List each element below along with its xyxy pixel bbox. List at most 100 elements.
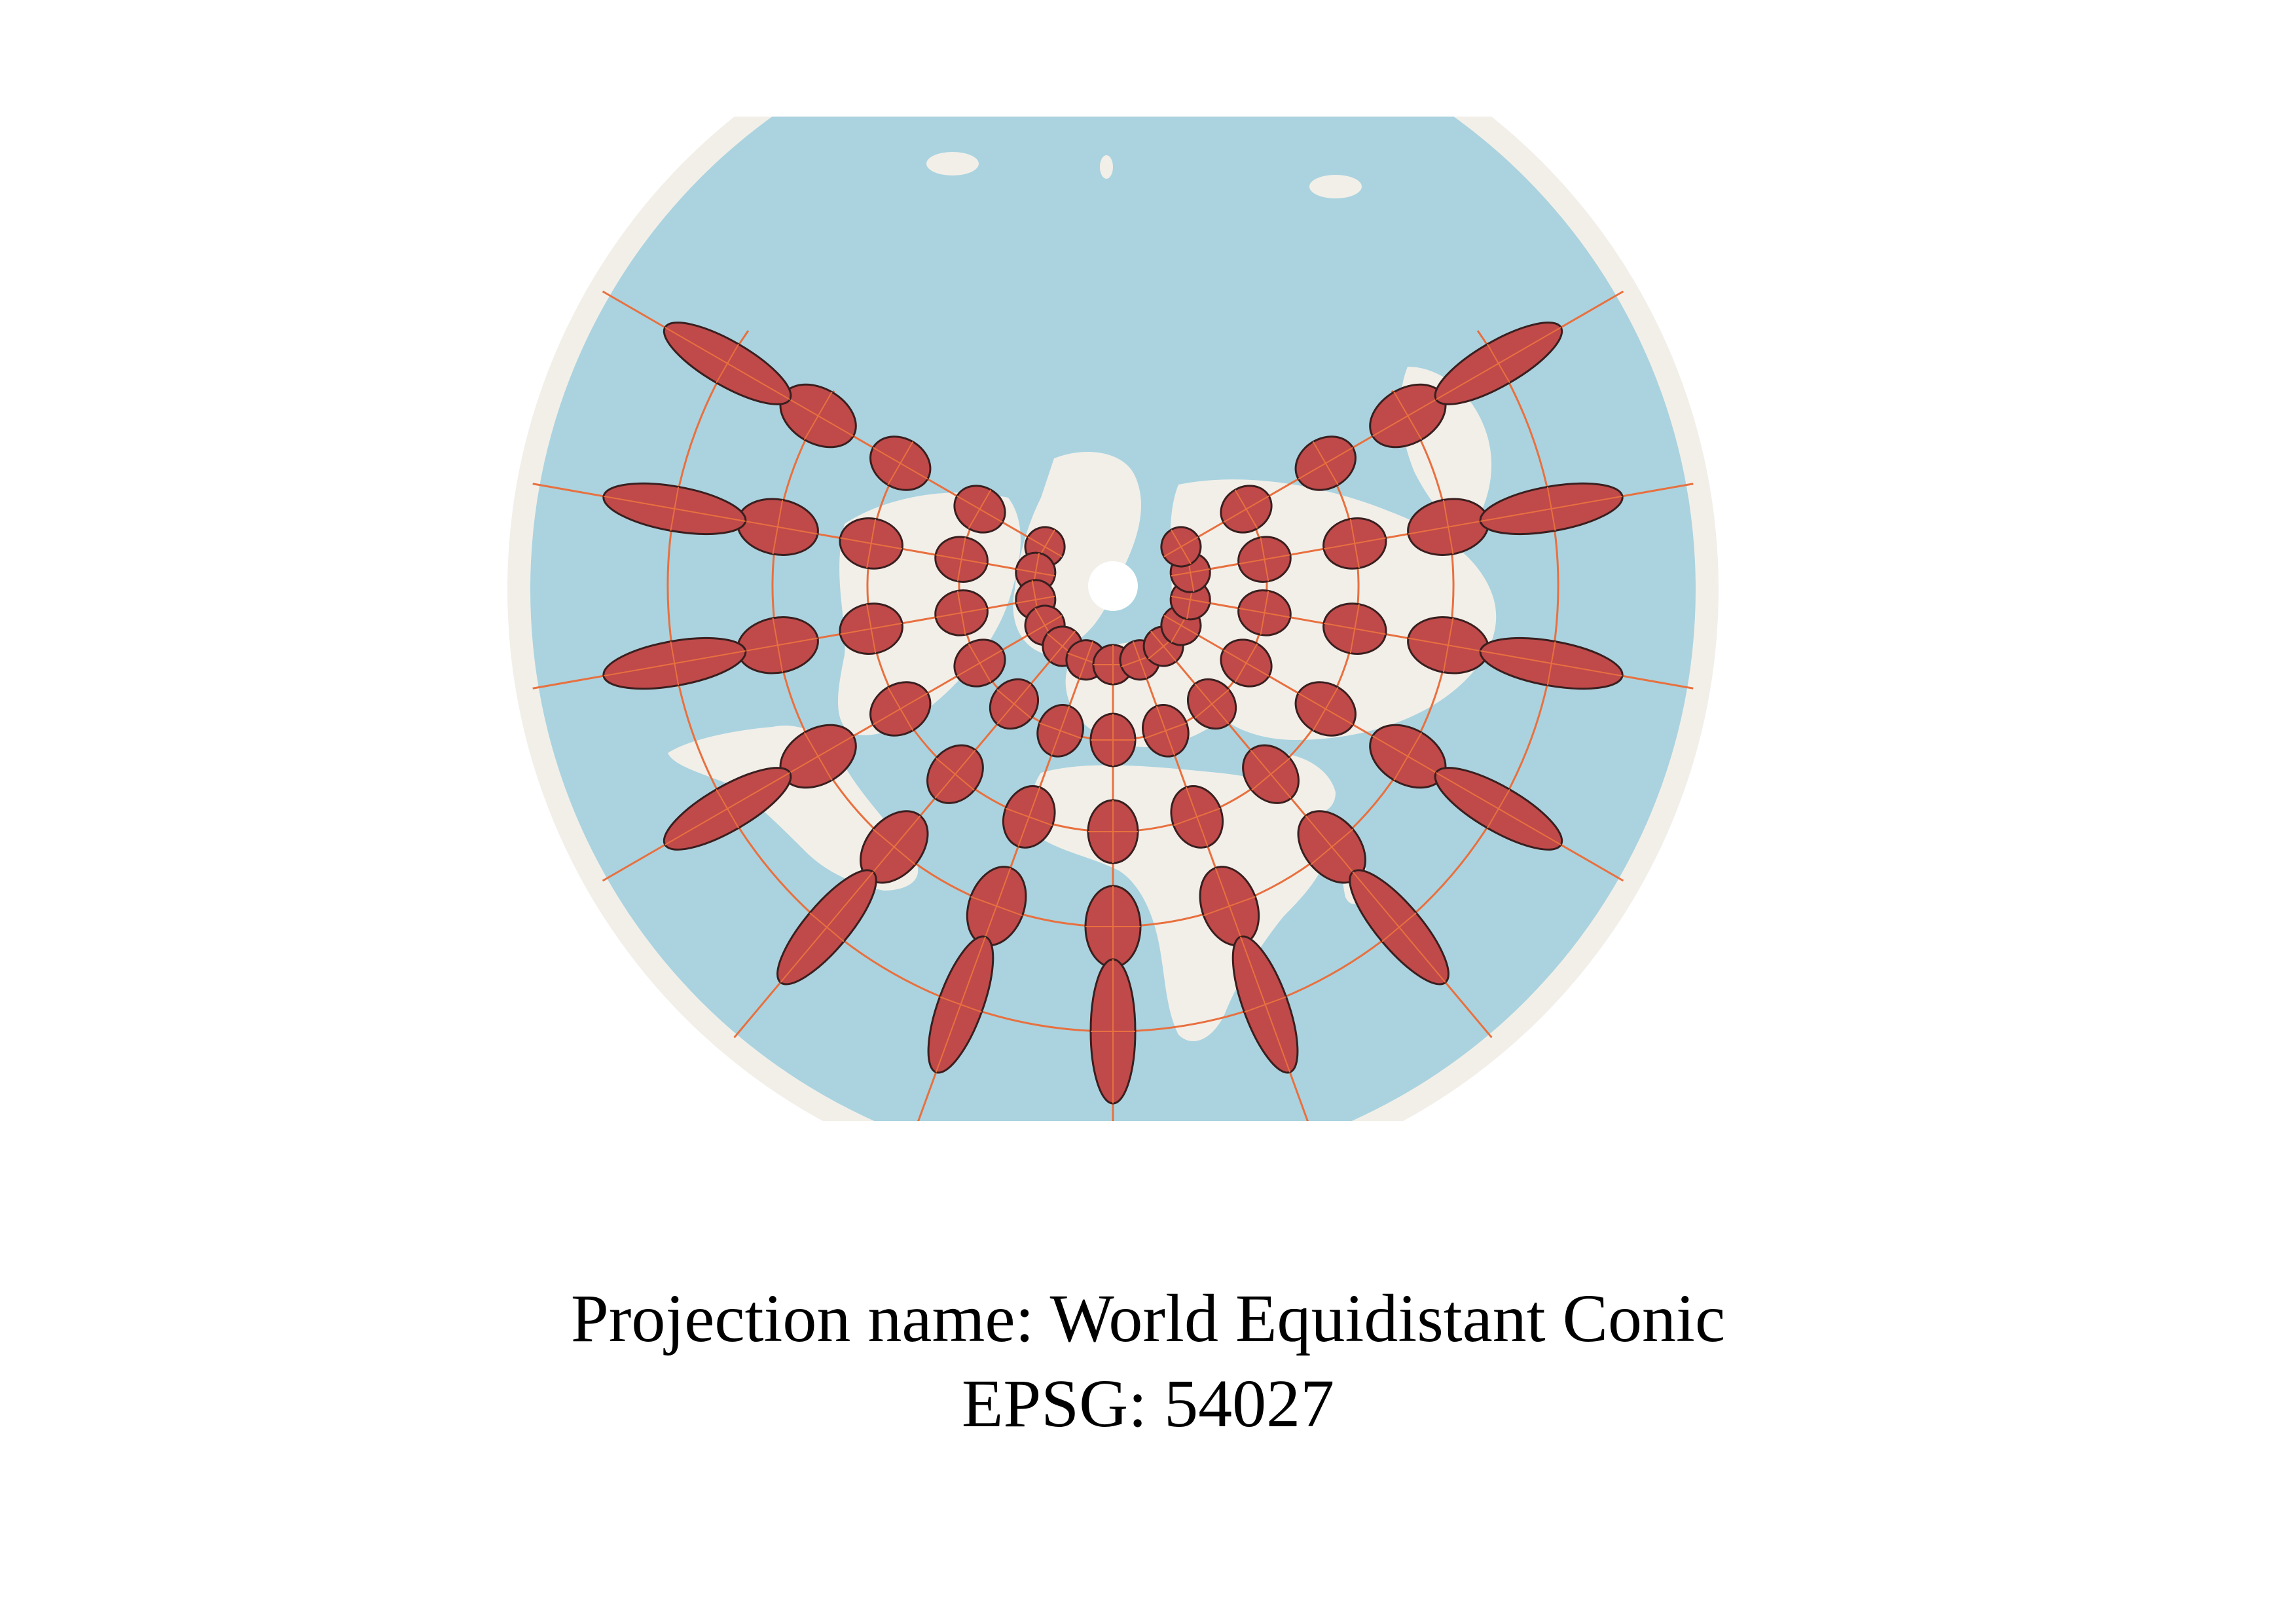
tissot-ellipse-icon — [1087, 799, 1139, 864]
tissot-axis-minor — [772, 618, 784, 673]
tissot-ellipse-icon — [602, 482, 747, 535]
tissot-ellipse-icon — [926, 744, 984, 804]
tissot-ellipse-icon — [1294, 681, 1357, 737]
tissot-axis-minor — [1244, 996, 1286, 1013]
tissot-ellipse-icon — [1160, 526, 1202, 568]
tissot-ellipse-icon — [1220, 638, 1273, 688]
tissot-ellipse-icon — [1407, 616, 1490, 674]
tissot-axis-minor — [887, 441, 914, 485]
tissot-ellipse-icon — [1237, 536, 1292, 583]
tissot-axis-minor — [1312, 687, 1339, 731]
tissot-ellipse-icon — [1242, 744, 1300, 804]
tissot-axis-minor — [1260, 591, 1269, 635]
tissot-axis-minor — [1442, 618, 1454, 673]
tissot-ellipse-icon — [1322, 517, 1387, 570]
tissot-axis-minor — [1393, 392, 1423, 440]
land-south-america — [668, 726, 919, 891]
tissot-axis-minor — [1381, 912, 1417, 942]
land-island-1 — [926, 152, 979, 175]
tissot-axis-minor — [872, 828, 916, 866]
tissot-axis-minor — [1173, 807, 1221, 826]
tissot-ellipse-icon — [1322, 602, 1387, 655]
tissot-axis-minor — [1203, 896, 1256, 916]
tissot-ellipse-icon — [1237, 589, 1292, 637]
tissot-axis-minor — [968, 489, 992, 529]
tissot-axis-minor — [1251, 758, 1290, 791]
tissot-ellipse-icon — [1084, 885, 1142, 969]
tissot-axis-minor — [1349, 519, 1360, 568]
tissot-axis-minor — [887, 687, 914, 731]
tissot-axis-minor — [866, 604, 877, 654]
tissot-ellipse-icon — [1434, 322, 1563, 405]
tissot-ellipse-icon — [934, 536, 989, 583]
tissot-ellipse-icon — [663, 322, 792, 405]
tissot-ellipse-icon — [1231, 935, 1299, 1074]
tissot-axis-minor — [1546, 487, 1556, 531]
tissot-ellipse-icon — [1089, 958, 1137, 1105]
tissot-axis-minor — [957, 591, 966, 635]
tissot-ellipse-icon — [1349, 869, 1449, 986]
tissot-ellipse-icon — [1297, 810, 1366, 884]
tissot-ellipse-icon — [1369, 724, 1447, 789]
tissot-ellipse-icon — [779, 383, 857, 449]
tissot-axis-minor — [996, 689, 1032, 719]
tissot-axis-minor — [670, 641, 680, 686]
tissot-axis-minor — [716, 344, 739, 383]
tissot-ellipse-icon — [869, 681, 932, 737]
tissot-axis-minor — [936, 758, 975, 791]
tissot-ellipse-icon — [839, 517, 903, 570]
tissot-axis-minor — [970, 896, 1023, 916]
tissot-axis-minor — [1005, 807, 1053, 826]
tissot-axis-minor — [1039, 722, 1082, 739]
tissot-axis-minor — [1349, 604, 1360, 654]
tissot-ellipse-icon — [869, 435, 932, 491]
projection-name-caption: Projection name: World Equidistant Conic — [570, 1281, 1726, 1356]
tissot-axis-minor — [803, 392, 833, 440]
tissot-axis-minor — [1393, 732, 1423, 781]
tissot-axis-minor — [968, 643, 992, 683]
tissot-ellipse-icon — [1434, 767, 1563, 851]
ocean — [530, 117, 1696, 1121]
tissot-ellipse-icon — [927, 935, 994, 1074]
tissot-axis-minor — [1234, 489, 1258, 529]
tissot-axis-minor — [1194, 689, 1230, 719]
land-island-2 — [1309, 175, 1362, 198]
tissot-axis-minor — [1171, 529, 1192, 564]
tissot-ellipse-icon — [1186, 678, 1237, 730]
tissot-axis-minor — [1312, 441, 1339, 485]
tissot-ellipse-icon — [1036, 703, 1084, 758]
tissot-axis-minor — [957, 537, 966, 581]
tissot-axis-minor — [716, 789, 739, 828]
tissot-axis-minor — [1310, 828, 1354, 866]
tissot-ellipse-icon — [1142, 703, 1190, 758]
tissot-ellipse-icon — [1002, 784, 1056, 849]
tissot-ellipse-icon — [1170, 784, 1224, 849]
land-island-3 — [1100, 155, 1113, 179]
tissot-ellipse-icon — [1220, 485, 1273, 534]
tissot-axis-minor — [1442, 500, 1454, 555]
tissot-axis-minor — [866, 519, 877, 568]
tissot-ellipse-icon — [839, 602, 903, 655]
tissot-ellipse-icon — [1479, 637, 1624, 690]
tissot-ellipse-icon — [989, 678, 1040, 730]
map-layers — [507, 117, 1719, 1121]
tissot-ellipse-icon — [776, 869, 877, 986]
tissot-ellipse-icon — [736, 498, 819, 556]
tissot-axis-minor — [1487, 789, 1510, 828]
epsg-code-caption: EPSG: 54027 — [961, 1366, 1335, 1441]
tissot-axis-minor — [1260, 537, 1269, 581]
tissot-axis-minor — [670, 487, 680, 531]
tissot-ellipse-icon — [1199, 866, 1260, 947]
tissot-ellipse-icon — [1089, 712, 1137, 767]
tissot-axis-minor — [939, 996, 982, 1013]
tissot-axis-minor — [809, 912, 845, 942]
tissot-ellipse-icon — [663, 767, 792, 851]
tissot-ellipse-icon — [1294, 435, 1357, 491]
tissot-ellipse-icon — [602, 637, 747, 690]
tissot-axis-minor — [772, 500, 784, 555]
tissot-ellipse-icon — [1479, 482, 1624, 535]
north-pole-hole-icon — [1088, 561, 1138, 611]
